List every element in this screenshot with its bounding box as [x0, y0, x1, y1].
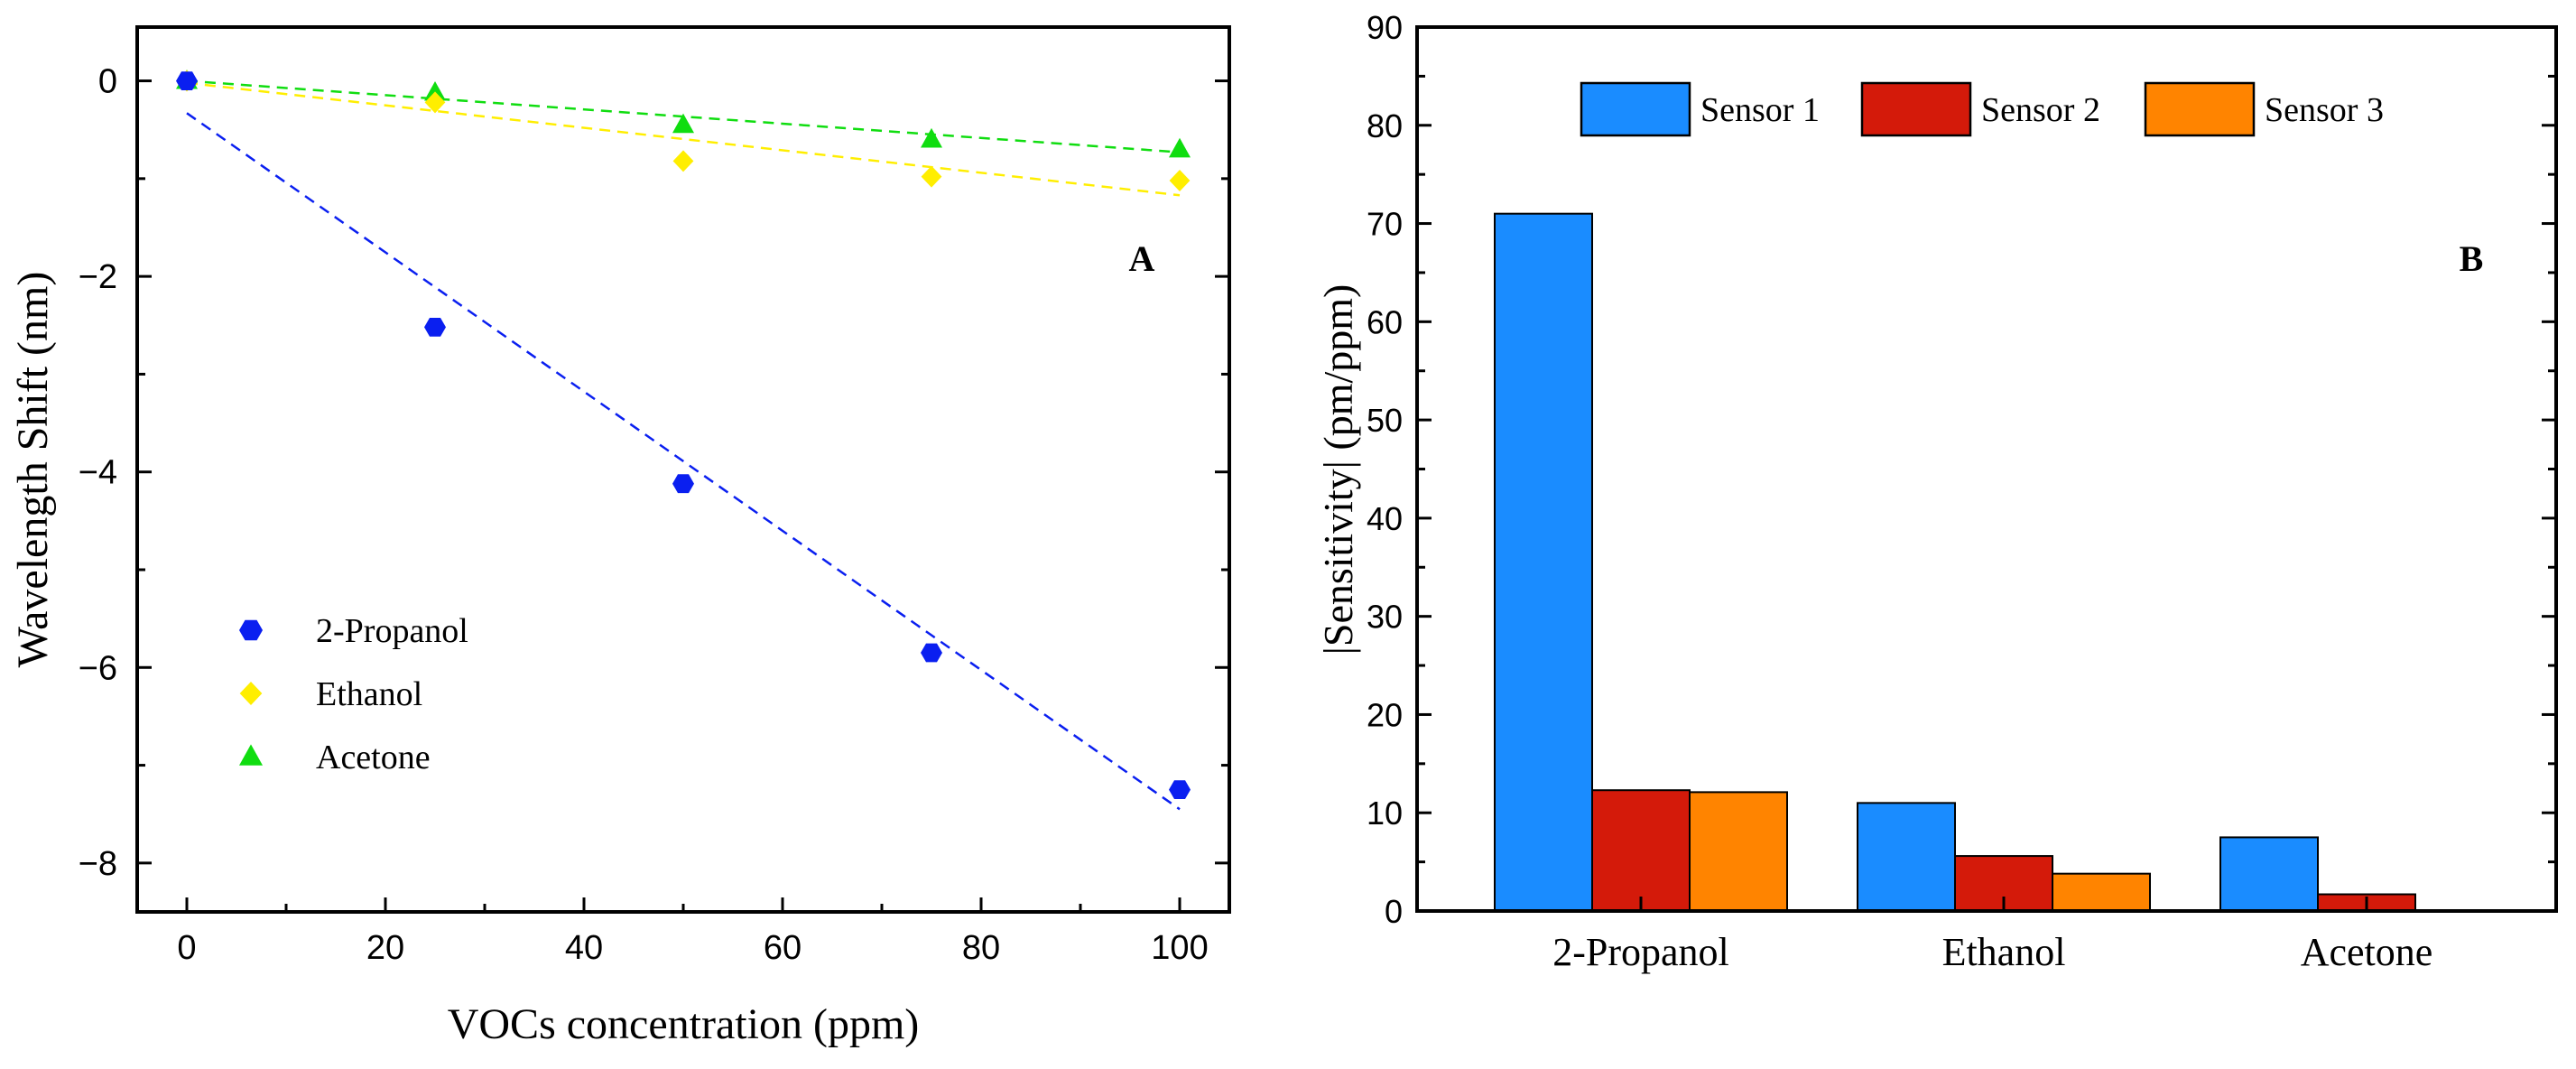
- a-xtick-label-40: 40: [565, 929, 603, 967]
- a-ytick-label--6: −6: [79, 649, 117, 687]
- bar-2-propanol-sensor-1: [1494, 212, 1593, 912]
- point-2-propanol-25: [424, 318, 446, 337]
- a-panel-label: A: [1129, 238, 1155, 279]
- a-legend-marker-ethanol: [239, 682, 263, 705]
- bar-2-propanol-sensor-2: [1591, 789, 1691, 912]
- b-ytick-label-40: 40: [1367, 500, 1403, 537]
- b-legend-label-sensor-3: Sensor 3: [2265, 91, 2384, 129]
- b-category-label-2-propanol: 2-Propanol: [1552, 930, 1729, 974]
- b-panel-label: B: [2460, 238, 2484, 279]
- fit-line-2-propanol: [186, 112, 1181, 811]
- b-legend-swatch-sensor-2: [1860, 81, 1972, 137]
- b-legend-label-sensor-2: Sensor 2: [1981, 91, 2100, 129]
- b-ytick-label-90: 90: [1367, 9, 1403, 46]
- a-data-points: [176, 69, 1191, 799]
- a-ytick-label--4: −4: [79, 454, 117, 492]
- b-ytick-label-60: 60: [1367, 303, 1403, 340]
- point-2-propanol-75: [921, 643, 942, 663]
- b-legend-swatch-sensor-1: [1580, 81, 1691, 137]
- a-ytick-label--8: −8: [79, 845, 117, 883]
- point-acetone-50: [672, 113, 694, 134]
- a-legend-marker-acetone: [239, 744, 263, 766]
- bar-ethanol-sensor-1: [1857, 802, 1956, 912]
- bar-acetone-sensor-1: [2219, 836, 2319, 913]
- point-acetone-25: [424, 80, 446, 101]
- b-ytick-label-30: 30: [1367, 599, 1403, 636]
- a-xtick-label-20: 20: [366, 929, 404, 967]
- point-acetone-75: [921, 127, 942, 148]
- b-ytick-label-70: 70: [1367, 206, 1403, 243]
- a-legend-label-acetone: Acetone: [316, 739, 431, 776]
- point-2-propanol-100: [1169, 780, 1191, 799]
- a-ytick-label--2: −2: [79, 258, 117, 296]
- b-legend-swatch-sensor-3: [2144, 81, 2256, 137]
- a-xtick-label-0: 0: [177, 929, 196, 967]
- b-category-label-acetone: Acetone: [2301, 930, 2433, 974]
- a-xtick-label-80: 80: [962, 929, 1000, 967]
- b-bars: [1494, 212, 2416, 913]
- b-ytick-label-20: 20: [1367, 696, 1403, 733]
- b-category-label-ethanol: Ethanol: [1942, 930, 2066, 974]
- b-ytick-label-0: 0: [1385, 893, 1403, 930]
- a-xtick-label-100: 100: [1151, 929, 1208, 967]
- b-legend: Sensor 1 Sensor 2 Sensor 3: [1580, 81, 2384, 137]
- fit-line-ethanol: [186, 81, 1181, 197]
- point-2-propanol-0: [176, 71, 198, 90]
- point-ethanol-100: [1169, 170, 1191, 192]
- b-legend-label-sensor-1: Sensor 1: [1700, 91, 1820, 129]
- point-acetone-100: [1169, 137, 1191, 158]
- bar-ethanol-sensor-3: [2052, 872, 2151, 912]
- b-x-axis-categories: 2-Propanol Ethanol Acetone: [1552, 897, 2432, 974]
- b-ytick-label-10: 10: [1367, 795, 1403, 832]
- panel-a-scatter-chart: 0 20 40 60 80 100 0 −2 −4 −6 −8 A VOCs concentrat…: [9, 25, 1231, 1048]
- a-x-axis-label: VOCs concentration (ppm): [448, 1000, 920, 1048]
- a-y-axis-label: Wavelength Shift (nm): [9, 272, 57, 668]
- point-2-propanol-50: [672, 474, 694, 494]
- a-x-axis-ticks: 0 20 40 60 80 100: [177, 897, 1209, 967]
- panel-b-bar-chart: 0 10 20 30 40 50 60 70 80 90 2-Propanol Ethanol Ace…: [1315, 9, 2558, 974]
- a-y-axis-ticks: 0 −2 −4 −6 −8: [79, 63, 1229, 883]
- point-ethanol-25: [424, 91, 446, 114]
- point-ethanol-50: [672, 150, 694, 172]
- a-xtick-label-60: 60: [764, 929, 802, 967]
- b-ytick-label-80: 80: [1367, 107, 1403, 144]
- point-ethanol-75: [921, 165, 942, 188]
- a-legend-marker-2-propanol: [239, 619, 263, 641]
- a-legend-label-ethanol: Ethanol: [316, 675, 422, 713]
- b-y-axis-label: |Sensitivity| (pm/ppm): [1315, 284, 1361, 655]
- a-ytick-label-0: 0: [98, 63, 117, 101]
- b-ytick-label-50: 50: [1367, 402, 1403, 439]
- b-y-axis-ticks: 0 10 20 30 40 50 60 70 80 90: [1367, 9, 2556, 930]
- bar-2-propanol-sensor-3: [1689, 791, 1788, 913]
- a-legend-label-2-propanol: 2-Propanol: [316, 612, 468, 650]
- a-legend: 2-Propanol Ethanol Acetone: [239, 612, 468, 776]
